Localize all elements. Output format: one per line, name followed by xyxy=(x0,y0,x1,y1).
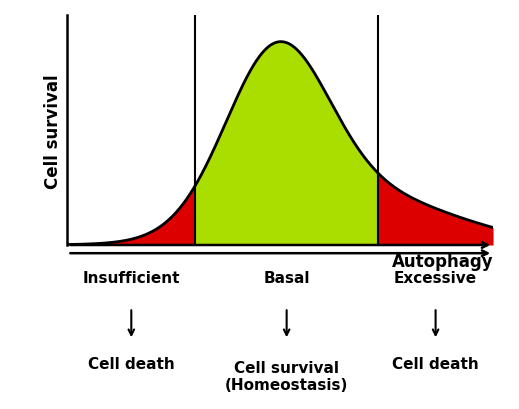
Text: Excessive: Excessive xyxy=(394,271,477,285)
Text: Cell death: Cell death xyxy=(392,356,479,371)
Text: Autophagy: Autophagy xyxy=(391,252,493,270)
Text: Basal: Basal xyxy=(264,271,310,285)
Y-axis label: Cell survival: Cell survival xyxy=(44,74,62,188)
Text: Insufficient: Insufficient xyxy=(83,271,180,285)
Text: Cell survival
(Homeostasis): Cell survival (Homeostasis) xyxy=(225,360,348,393)
Text: Cell death: Cell death xyxy=(88,356,175,371)
